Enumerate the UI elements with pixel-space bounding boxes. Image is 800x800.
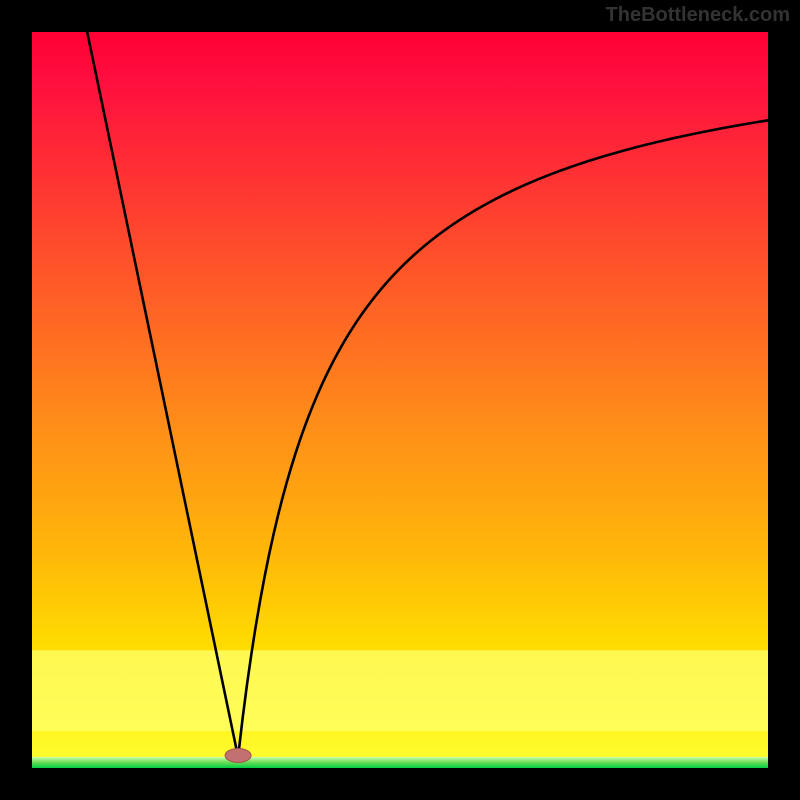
chart-container: TheBottleneck.com — [0, 0, 800, 800]
optimal-point-marker — [225, 748, 251, 762]
watermark-text: TheBottleneck.com — [606, 4, 790, 27]
green-strip — [32, 757, 768, 768]
highlight-band — [32, 650, 768, 731]
bottleneck-chart — [32, 32, 768, 768]
